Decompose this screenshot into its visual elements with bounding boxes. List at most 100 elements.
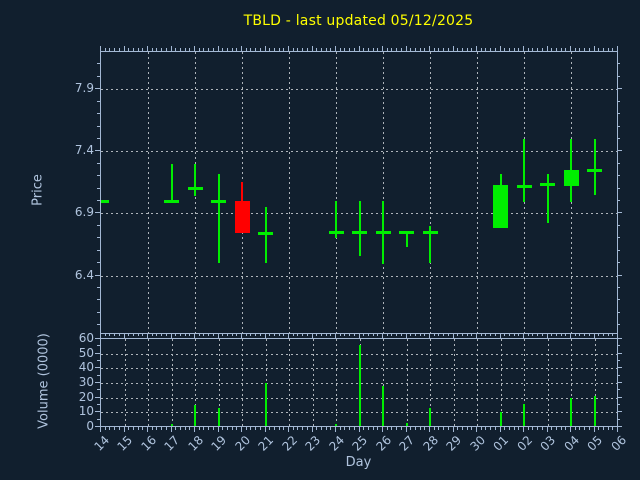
candle-wick-02: [523, 138, 525, 203]
tick-mark: [236, 427, 238, 430]
tick-mark: [447, 48, 449, 51]
tick-mark: [602, 427, 604, 430]
tick-mark: [518, 334, 520, 336]
tick-mark: [151, 48, 153, 51]
tick-mark: [518, 48, 520, 51]
tick-mark: [97, 374, 100, 376]
tick-mark: [570, 427, 571, 432]
tick-mark: [278, 48, 280, 51]
tick-mark: [579, 48, 581, 51]
tick-mark: [311, 46, 313, 51]
volume-vgridline: [571, 339, 572, 426]
tick-mark: [179, 334, 181, 336]
tick-mark: [593, 334, 595, 338]
tick-mark: [574, 334, 576, 336]
tick-mark: [288, 427, 289, 432]
candle-wick-28: [429, 225, 431, 264]
tick-mark: [508, 334, 510, 336]
tick-mark: [269, 334, 271, 336]
price-vgridline: [430, 52, 431, 333]
tick-mark: [330, 427, 332, 430]
tick-mark: [560, 334, 562, 336]
tick-mark: [212, 427, 214, 430]
tick-mark: [452, 427, 454, 432]
volume-vgridline: [453, 339, 455, 426]
tick-mark: [222, 427, 224, 430]
tick-mark: [231, 48, 233, 51]
volume-vgridline: [383, 339, 384, 426]
tick-mark: [198, 334, 200, 336]
tick-mark: [97, 137, 100, 139]
tick-mark: [617, 46, 618, 51]
tick-mark: [588, 427, 590, 430]
tick-mark: [325, 334, 327, 336]
tick-mark: [264, 46, 266, 51]
tick-mark: [142, 334, 144, 336]
tick-mark: [245, 48, 247, 51]
tick-mark: [358, 46, 360, 51]
tick-mark: [109, 48, 111, 51]
tick-mark: [527, 48, 529, 51]
tick-mark: [617, 162, 620, 164]
tick-mark: [602, 334, 604, 336]
tick-mark: [114, 334, 116, 336]
tick-mark: [584, 427, 586, 430]
tick-mark: [259, 48, 261, 51]
price-vgridline: [289, 52, 290, 333]
tick-mark: [245, 334, 247, 336]
tick-mark: [97, 187, 100, 189]
tick-mark: [184, 427, 186, 430]
tick-mark: [617, 125, 620, 127]
tick-mark: [100, 334, 101, 338]
volume-vgridline: [594, 339, 596, 426]
tick-mark: [480, 334, 482, 336]
tick-mark: [367, 48, 369, 51]
price-vgridline: [336, 52, 337, 333]
tick-mark: [175, 427, 177, 430]
tick-mark: [424, 48, 426, 51]
tick-mark: [273, 427, 275, 430]
tick-mark: [95, 396, 100, 398]
tick-mark: [269, 48, 271, 51]
tick-mark: [537, 427, 539, 430]
volume-bar-04: [570, 397, 572, 426]
volume-vgridline: [430, 339, 431, 426]
tick-mark: [231, 334, 233, 336]
volume-vgridline: [336, 339, 337, 426]
tick-mark: [292, 427, 294, 430]
tick-mark: [97, 299, 100, 301]
tick-mark: [123, 427, 125, 432]
tick-mark: [118, 427, 120, 430]
volume-vgridline: [195, 339, 196, 426]
tick-mark: [236, 48, 238, 51]
tick-mark: [400, 427, 402, 430]
tick-mark: [283, 427, 285, 430]
tick-mark: [396, 427, 398, 430]
tick-mark: [353, 334, 355, 336]
tick-mark: [236, 334, 238, 336]
tick-mark: [358, 334, 360, 338]
tick-mark: [476, 427, 477, 432]
tick-mark: [97, 324, 100, 326]
tick-mark: [490, 334, 492, 336]
tick-mark: [584, 48, 586, 51]
volume-vgridline: [477, 339, 478, 426]
tick-mark: [151, 334, 153, 336]
tick-mark: [513, 334, 515, 336]
tick-mark: [551, 48, 553, 51]
tick-mark: [339, 48, 341, 51]
tick-mark: [617, 352, 622, 354]
tick-mark: [156, 334, 158, 336]
volume-bar-26: [382, 385, 384, 426]
tick-mark: [551, 334, 553, 336]
tick-mark: [513, 427, 515, 430]
tick-mark: [457, 427, 459, 430]
tick-mark: [203, 427, 205, 430]
tick-mark: [414, 48, 416, 51]
tick-mark: [325, 427, 327, 430]
tick-mark: [617, 113, 620, 115]
tick-mark: [617, 367, 622, 369]
tick-mark: [339, 427, 341, 430]
tick-mark: [513, 48, 515, 51]
price-vgridline: [477, 52, 478, 333]
